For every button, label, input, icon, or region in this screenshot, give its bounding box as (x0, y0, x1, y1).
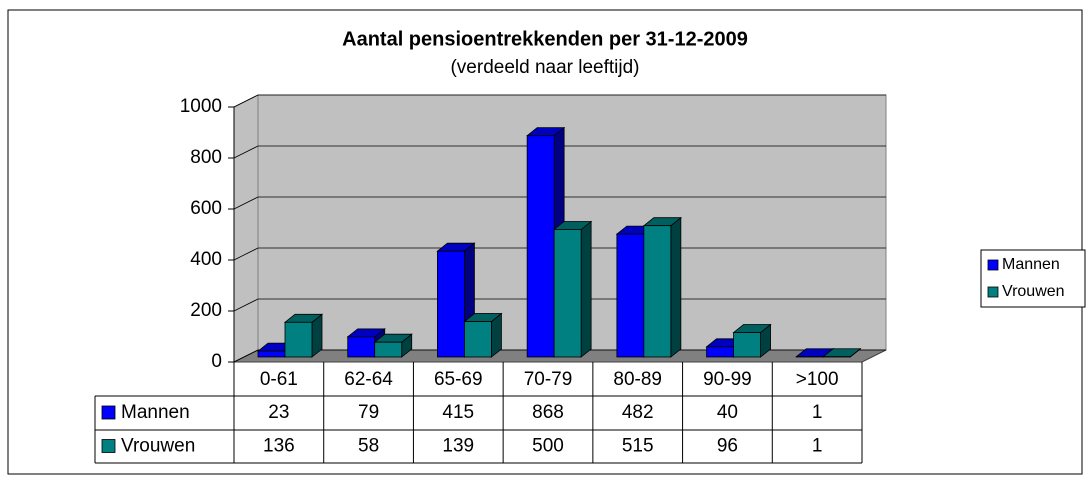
table-legend-key (101, 439, 116, 453)
bar-side (580, 220, 592, 358)
bar (733, 332, 761, 358)
table-value: 515 (622, 436, 654, 457)
table-value: 500 (532, 436, 564, 457)
bar (706, 346, 734, 358)
table-value: 58 (358, 436, 379, 457)
bar (464, 321, 492, 358)
table-legend-key (101, 405, 116, 420)
table-value: 23 (268, 402, 289, 423)
table-value: 1 (812, 402, 823, 423)
legend-label: Vrouwen (1002, 283, 1065, 300)
legend-key (987, 286, 999, 298)
table-value: 40 (717, 402, 738, 423)
legend-key (987, 259, 999, 271)
legend-box (980, 249, 1086, 308)
legend: Mannen Vrouwen (980, 249, 1086, 308)
table-value: 1 (812, 436, 823, 457)
y-tick-label: 0 (211, 351, 222, 372)
grid-line (233, 145, 886, 159)
bar (553, 229, 582, 358)
side-wall (233, 94, 259, 363)
bar (374, 341, 403, 358)
y-tick-label: 1000 (180, 96, 222, 117)
bar (526, 135, 555, 358)
table-value: 136 (263, 436, 295, 457)
chart-title: Aantal pensioentrekkenden per 31-12-2009 (342, 28, 748, 50)
table-series-label: Vrouwen (121, 436, 195, 457)
x-tick-label: >100 (796, 369, 839, 390)
bar (284, 321, 313, 358)
bar (437, 250, 465, 358)
table-value: 415 (442, 402, 474, 423)
y-tick-label: 400 (190, 249, 222, 270)
table-value: 79 (358, 402, 379, 423)
bar (347, 336, 376, 358)
table-value: 482 (622, 402, 654, 423)
x-tick-label: 90-99 (703, 369, 752, 390)
grid-line (233, 196, 886, 210)
y-tick-label: 600 (190, 198, 222, 219)
bar (616, 233, 645, 358)
table-value: 868 (532, 402, 564, 423)
x-tick-label: 80-89 (613, 369, 662, 390)
x-tick-label: 70-79 (524, 369, 573, 390)
table-value: 96 (717, 436, 738, 457)
y-tick-label: 200 (190, 300, 222, 321)
table-series-label: Mannen (121, 402, 190, 423)
x-tick-label: 0-61 (260, 369, 298, 390)
legend-label: Mannen (1002, 256, 1060, 273)
chart-subtitle: (verdeeld naar leeftijd) (450, 57, 639, 78)
bar (257, 350, 286, 358)
x-tick-label: 62-64 (344, 369, 393, 390)
bar-side (670, 216, 682, 358)
table-value: 139 (442, 436, 474, 457)
y-tick-label: 800 (190, 147, 222, 168)
bar (643, 225, 672, 358)
x-tick-label: 65-69 (434, 369, 483, 390)
grid-line (233, 94, 886, 108)
